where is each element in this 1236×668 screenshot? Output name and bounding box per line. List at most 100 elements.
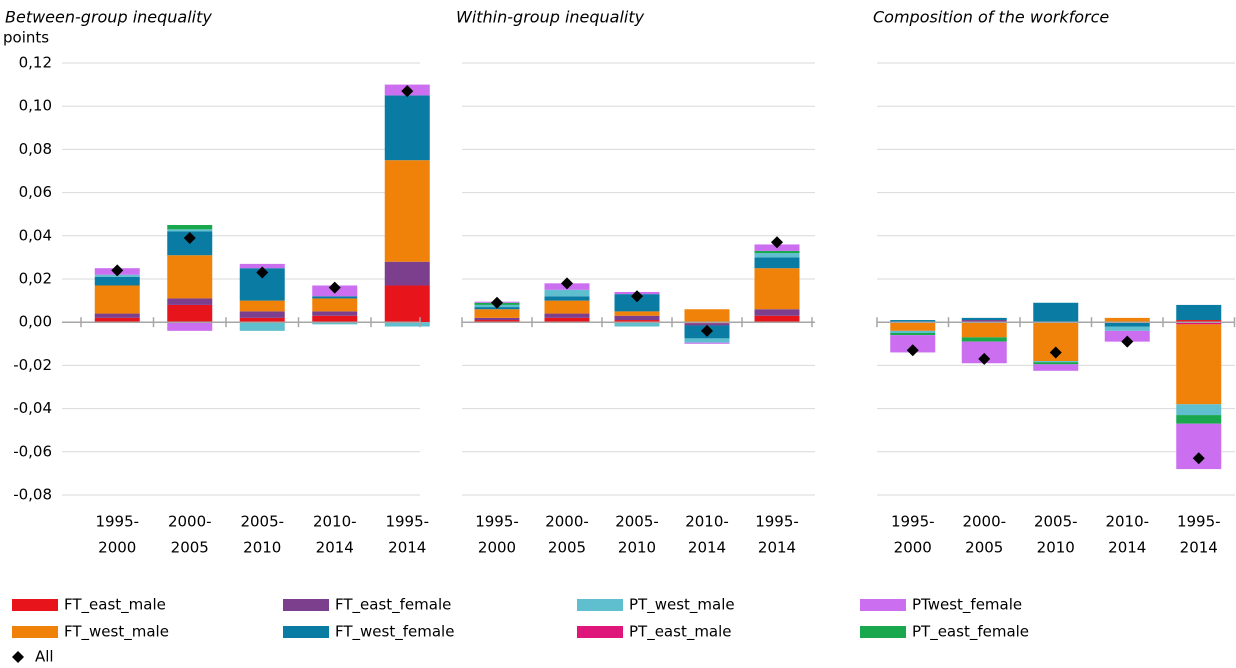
y-tick-label: 0,00 — [19, 313, 52, 331]
bar-segment — [544, 296, 590, 301]
y-tick-label: -0,06 — [13, 442, 52, 460]
x-tick-label: 2005 — [548, 539, 586, 557]
y-tick-label: 0,08 — [19, 140, 52, 158]
x-tick-label: 2014 — [688, 539, 726, 557]
x-tick-label: 2014 — [388, 539, 426, 557]
bar-segment — [94, 317, 140, 323]
x-tick-label: 1995- — [95, 513, 139, 531]
bar-segment — [239, 322, 285, 331]
bar-segment — [1176, 415, 1222, 424]
legend-swatch — [283, 599, 329, 611]
bar-segment — [890, 320, 936, 323]
bar-segment — [312, 311, 358, 316]
panel-title: Between-group inequality — [5, 8, 212, 27]
x-tick-label: 1995- — [891, 513, 935, 531]
x-tick-label: 2000 — [478, 539, 516, 557]
bar-segment — [754, 315, 800, 323]
bar-segment — [1176, 324, 1222, 405]
legend-swatch — [860, 626, 906, 638]
bar-segment — [384, 322, 430, 327]
x-tick-label: 2014 — [1108, 539, 1146, 557]
legend-swatch — [12, 599, 58, 611]
bar-segment — [890, 330, 936, 333]
bar-segment — [961, 320, 1007, 323]
x-tick-label: 2005 — [965, 539, 1003, 557]
all-marker — [328, 281, 341, 294]
bar-segment — [474, 309, 520, 318]
x-tick-label: 2000 — [894, 539, 932, 557]
bar-segment — [614, 322, 660, 327]
bar-segment — [754, 257, 800, 269]
bar-segment — [384, 160, 430, 262]
bar-segment — [961, 322, 1007, 338]
legend-label: PTwest_female — [912, 596, 1022, 615]
bar-segment — [239, 317, 285, 323]
bar-segment — [684, 323, 730, 326]
bar-segment — [384, 261, 430, 286]
bar-segment — [890, 333, 936, 336]
bar-segment — [1033, 361, 1079, 363]
x-tick-label: 2000- — [545, 513, 589, 531]
bar-segment — [312, 298, 358, 312]
y-tick-label: 0,10 — [19, 97, 52, 115]
bar-segment — [1176, 304, 1222, 321]
legend-label: PT_east_male — [629, 623, 732, 642]
x-tick-label: 2010- — [685, 513, 729, 531]
bar-segment — [1033, 302, 1079, 323]
bar-segment — [312, 315, 358, 323]
x-tick-label: 2014 — [1180, 539, 1218, 557]
x-tick-label: 2014 — [316, 539, 354, 557]
bar-segment — [167, 225, 213, 230]
x-tick-label: 2010- — [1105, 513, 1149, 531]
all-marker — [256, 266, 269, 279]
y-tick-label: -0,08 — [13, 486, 52, 504]
legend-label: All — [35, 648, 54, 666]
bar-segment — [474, 317, 520, 321]
y-tick-label: -0,02 — [13, 356, 52, 374]
bar-segment — [239, 300, 285, 312]
x-tick-label: 2010- — [313, 513, 357, 531]
bar-segment — [384, 95, 430, 161]
bar-segment — [167, 298, 213, 305]
bar-segment — [684, 309, 730, 323]
legend-swatch — [577, 626, 623, 638]
x-tick-label: 2005 — [171, 539, 209, 557]
bar-segment — [961, 317, 1007, 321]
all-marker — [906, 344, 919, 357]
legend-label: FT_east_female — [335, 596, 451, 615]
y-axis-label: points — [3, 29, 49, 47]
all-marker — [978, 352, 991, 365]
all-marker — [1049, 346, 1062, 359]
x-tick-label: 2010 — [618, 539, 656, 557]
bar-segment — [754, 309, 800, 316]
bar-segment — [614, 294, 660, 312]
bar-segment — [754, 253, 800, 258]
legend-swatch — [283, 626, 329, 638]
bar-segment — [544, 313, 590, 318]
bar-segment — [890, 335, 936, 353]
all-marker — [631, 290, 643, 303]
x-tick-label: 2005- — [1034, 513, 1078, 531]
legend-swatch — [860, 599, 906, 611]
legend-label: FT_east_male — [64, 596, 166, 615]
bar-segment — [684, 342, 730, 344]
bar-segment — [961, 341, 1007, 364]
bar-segment — [684, 338, 730, 343]
all-marker — [701, 324, 713, 337]
bar-segment — [474, 320, 520, 323]
bar-segment — [312, 322, 358, 325]
panel-title: Composition of the workforce — [873, 8, 1109, 27]
bar-segment — [94, 276, 140, 286]
legend-label: PT_east_female — [912, 623, 1029, 642]
bar-segment — [239, 263, 285, 269]
legend-label: FT_west_female — [335, 623, 454, 642]
bar-segment — [544, 289, 590, 297]
x-tick-label: 2014 — [758, 539, 796, 557]
y-tick-label: 0,02 — [19, 270, 52, 288]
legend-marker — [12, 651, 24, 663]
y-tick-label: 0,12 — [19, 54, 52, 72]
x-tick-label: 1995- — [475, 513, 519, 531]
bar-segment — [1176, 320, 1222, 323]
x-tick-label: 2010 — [243, 539, 281, 557]
